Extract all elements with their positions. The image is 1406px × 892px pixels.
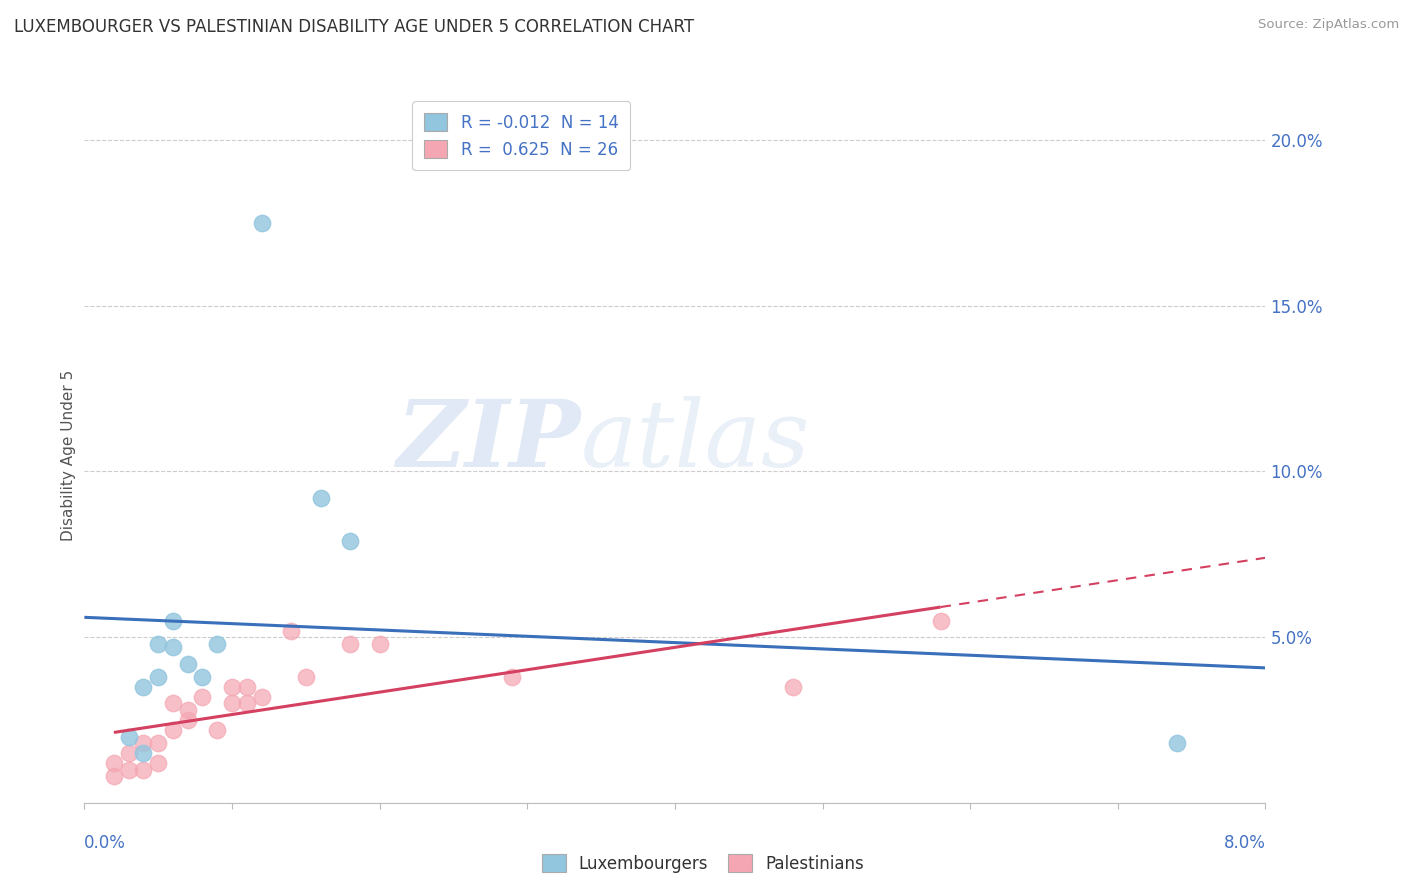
Text: 0.0%: 0.0%: [84, 834, 127, 852]
Text: 8.0%: 8.0%: [1223, 834, 1265, 852]
Text: LUXEMBOURGER VS PALESTINIAN DISABILITY AGE UNDER 5 CORRELATION CHART: LUXEMBOURGER VS PALESTINIAN DISABILITY A…: [14, 18, 695, 36]
Point: [132, 746, 155, 760]
Point: [280, 624, 302, 638]
Point: [221, 680, 243, 694]
Text: atlas: atlas: [581, 396, 810, 486]
Point: [162, 640, 184, 654]
Point: [148, 756, 170, 770]
Point: [339, 637, 361, 651]
Legend: Luxembourgers, Palestinians: Luxembourgers, Palestinians: [536, 847, 870, 880]
Point: [782, 680, 804, 694]
Point: [148, 736, 170, 750]
Point: [368, 637, 391, 651]
Point: [929, 614, 952, 628]
Point: [132, 680, 155, 694]
Text: Source: ZipAtlas.com: Source: ZipAtlas.com: [1258, 18, 1399, 31]
Point: [295, 670, 318, 684]
Point: [191, 670, 214, 684]
Point: [205, 723, 228, 737]
Point: [162, 697, 184, 711]
Text: ZIP: ZIP: [396, 396, 581, 486]
Point: [309, 491, 332, 505]
Point: [148, 670, 170, 684]
Point: [236, 680, 259, 694]
Point: [103, 769, 125, 783]
Point: [162, 723, 184, 737]
Point: [162, 614, 184, 628]
Point: [118, 730, 141, 744]
Point: [205, 637, 228, 651]
Point: [339, 534, 361, 549]
Point: [250, 216, 273, 230]
Legend: R = -0.012  N = 14, R =  0.625  N = 26: R = -0.012 N = 14, R = 0.625 N = 26: [412, 102, 630, 170]
Point: [1166, 736, 1188, 750]
Point: [132, 736, 155, 750]
Point: [191, 690, 214, 704]
Point: [118, 763, 141, 777]
Point: [221, 697, 243, 711]
Y-axis label: Disability Age Under 5: Disability Age Under 5: [60, 369, 76, 541]
Point: [177, 713, 200, 727]
Point: [502, 670, 524, 684]
Point: [103, 756, 125, 770]
Point: [250, 690, 273, 704]
Point: [177, 703, 200, 717]
Point: [132, 763, 155, 777]
Point: [118, 746, 141, 760]
Point: [236, 697, 259, 711]
Point: [148, 637, 170, 651]
Point: [177, 657, 200, 671]
